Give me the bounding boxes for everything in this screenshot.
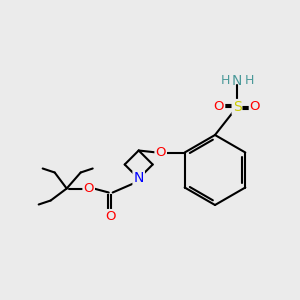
Text: O: O bbox=[214, 100, 224, 113]
Text: N: N bbox=[232, 74, 242, 88]
Text: O: O bbox=[83, 182, 94, 195]
Text: N: N bbox=[134, 172, 144, 185]
Text: O: O bbox=[250, 100, 260, 113]
Text: H: H bbox=[244, 74, 254, 88]
Text: O: O bbox=[105, 210, 116, 223]
Text: O: O bbox=[155, 146, 166, 159]
Text: H: H bbox=[220, 74, 230, 88]
Text: S: S bbox=[232, 100, 242, 114]
